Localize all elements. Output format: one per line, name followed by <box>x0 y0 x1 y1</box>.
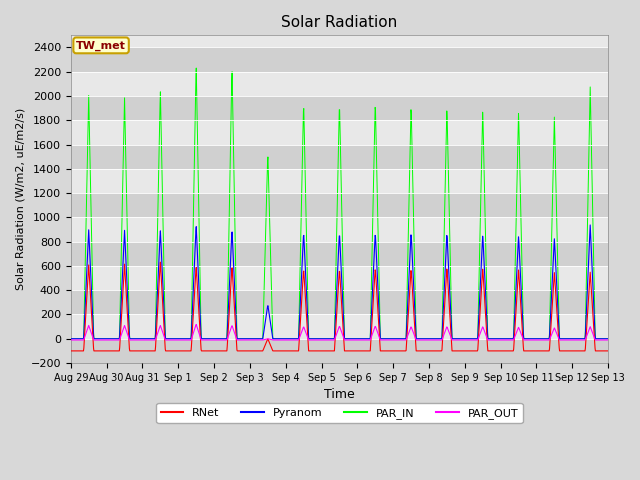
Bar <box>71 48 608 72</box>
Bar <box>71 96 608 120</box>
Bar <box>71 144 608 169</box>
Bar <box>71 120 608 144</box>
Bar <box>71 266 608 290</box>
X-axis label: Time: Time <box>324 388 355 401</box>
Bar <box>71 193 608 217</box>
Title: Solar Radiation: Solar Radiation <box>282 15 397 30</box>
Legend: RNet, Pyranom, PAR_IN, PAR_OUT: RNet, Pyranom, PAR_IN, PAR_OUT <box>156 403 523 423</box>
Bar <box>71 217 608 241</box>
Bar <box>71 241 608 266</box>
Bar <box>71 339 608 363</box>
Bar <box>71 314 608 339</box>
Text: TW_met: TW_met <box>76 40 126 50</box>
Bar <box>71 169 608 193</box>
Bar <box>71 72 608 96</box>
Bar <box>71 290 608 314</box>
Y-axis label: Solar Radiation (W/m2, uE/m2/s): Solar Radiation (W/m2, uE/m2/s) <box>15 108 25 290</box>
